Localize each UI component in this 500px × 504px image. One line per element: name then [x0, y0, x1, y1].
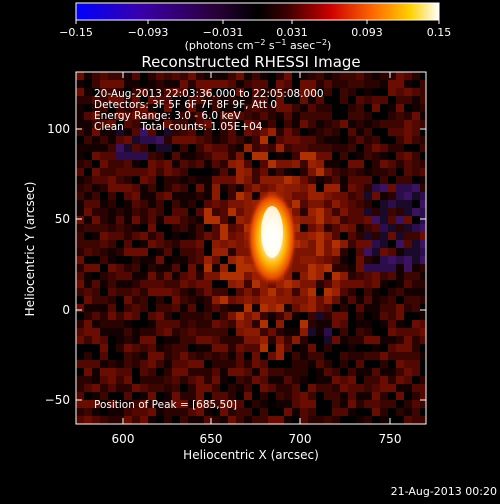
- y-axis-ticks: [76, 128, 426, 401]
- info-line-time: 20-Aug-2013 22:03:36.000 to 22:05:08.000: [94, 88, 324, 100]
- rhessi-image: [76, 72, 426, 424]
- footer-timestamp: 21-Aug-2013 00:20: [391, 485, 497, 498]
- x-axis-label: Heliocentric X (arcsec): [183, 448, 319, 462]
- info-line-clean: Clean Total counts: 1.05E+04: [94, 121, 263, 133]
- y-tick-label: 50: [55, 212, 70, 226]
- x-tick-label: 600: [112, 432, 135, 446]
- peak-position-label: Position of Peak = [685,50]: [94, 399, 237, 411]
- colorbar-tick-label: 0.031: [276, 26, 308, 39]
- colorbar-tick-label: 0.15: [427, 26, 452, 39]
- y-axis-label: Heliocentric Y (arcsec): [23, 182, 37, 317]
- colorbar-tick-label: −0.093: [128, 26, 169, 39]
- y-tick-label: 0: [62, 303, 70, 317]
- observation-info: 20-Aug-2013 22:03:36.000 to 22:05:08.000…: [94, 88, 324, 133]
- x-tick-label: 650: [200, 432, 223, 446]
- x-tick-label: 700: [289, 432, 312, 446]
- x-tick-label: 750: [379, 432, 402, 446]
- colorbar-ticks: [75, 20, 440, 24]
- plot-title: Reconstructed RHESSI Image: [141, 53, 360, 71]
- plot-frame: [75, 71, 427, 425]
- info-line-energy: Energy Range: 3.0 - 6.0 keV: [94, 110, 242, 122]
- x-axis-ticks: [122, 72, 391, 424]
- y-tick-label: 100: [47, 122, 70, 136]
- colorbar: [75, 2, 440, 21]
- colorbar-tick-label: −0.15: [59, 26, 93, 39]
- colorbar-tick-label: −0.031: [203, 26, 244, 39]
- colorbar-tick-label: 0.093: [351, 26, 383, 39]
- info-line-detectors: Detectors: 3F 5F 6F 7F 8F 9F, Att 0: [94, 99, 277, 111]
- y-tick-label: −50: [45, 393, 70, 407]
- colorbar-units: (photons cm−2 s−1 asec−2): [185, 38, 332, 52]
